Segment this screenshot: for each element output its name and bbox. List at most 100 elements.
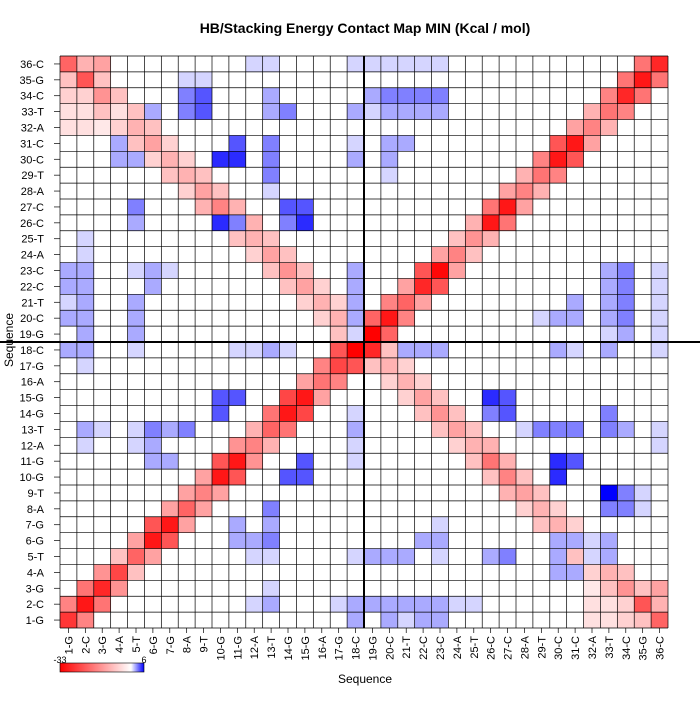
heatmap-cell (364, 87, 381, 104)
y-tick-label: 26-C (20, 218, 44, 230)
colorbar-max-label: 6 (141, 655, 146, 665)
heatmap-cell (499, 183, 516, 199)
heatmap-cell (76, 294, 94, 311)
heatmap-cell (549, 167, 567, 184)
heatmap-cell (262, 87, 280, 104)
heatmap-cell (76, 342, 94, 358)
heatmap-cell (380, 87, 398, 104)
heatmap-cell (397, 103, 415, 120)
x-tick-label: 4-A (114, 635, 126, 653)
heatmap-cell (583, 564, 601, 581)
heatmap-cell (262, 135, 280, 152)
heatmap-cell (414, 56, 432, 72)
heatmap-cell (110, 564, 128, 581)
heatmap-cell (431, 596, 449, 613)
x-tick-label: 25-T (469, 636, 481, 659)
heatmap-cell (178, 103, 196, 120)
heatmap-cell (397, 278, 415, 295)
heatmap-cell (651, 612, 668, 628)
heatmap-cell (600, 421, 618, 438)
heatmap-cell (549, 564, 567, 581)
heatmap-cell (600, 564, 618, 581)
heatmap-cell (93, 56, 111, 72)
heatmap-cell (195, 485, 212, 501)
heatmap-cell (60, 278, 77, 295)
heatmap-cell (262, 342, 280, 358)
heatmap-cell (330, 326, 348, 342)
heatmap-cell (144, 548, 162, 565)
heatmap-cell (583, 119, 601, 136)
heatmap-cell (76, 56, 94, 72)
heatmap-cell (600, 310, 618, 327)
x-tick-label: 2-C (80, 636, 92, 654)
heatmap-cell (651, 262, 668, 279)
heatmap-cell (380, 103, 398, 120)
heatmap-cell (76, 596, 94, 613)
heatmap-cell (532, 421, 550, 438)
heatmap-cell (600, 405, 618, 422)
heatmap-cell (279, 342, 297, 358)
heatmap-cell (397, 612, 415, 628)
heatmap-cell (228, 214, 246, 231)
y-tick-label: 20-C (20, 313, 44, 325)
heatmap-cell (313, 389, 331, 406)
heatmap-cell (482, 437, 500, 454)
x-tick-label: 9-T (199, 636, 211, 653)
heatmap-cell (262, 516, 280, 533)
y-tick-label: 14-G (20, 409, 44, 421)
heatmap-cell (617, 485, 635, 501)
heatmap-cell (380, 326, 398, 342)
heatmap-cell (499, 469, 516, 485)
heatmap-cell (296, 389, 314, 406)
heatmap-cell (195, 469, 212, 485)
heatmap-cell (364, 596, 381, 613)
heatmap-cell (600, 278, 618, 295)
heatmap-cell (76, 87, 94, 104)
y-tick-label: 17-G (20, 361, 44, 373)
y-tick-label: 31-C (20, 138, 44, 150)
heatmap-cell (76, 246, 94, 263)
heatmap-cell (634, 87, 652, 104)
y-tick-label: 16-A (21, 377, 45, 389)
heatmap-cell (262, 421, 280, 438)
heatmap-cell (347, 596, 364, 613)
heatmap-cell (296, 469, 314, 485)
heatmap-cell (651, 580, 668, 597)
heatmap-cell (76, 421, 94, 438)
heatmap-cell (296, 373, 314, 390)
y-tick-label: 13-T (21, 424, 44, 436)
heatmap-cell (93, 87, 111, 104)
heatmap-cell (178, 167, 196, 184)
heatmap-cell (212, 199, 229, 215)
heatmap-cell (144, 278, 162, 295)
heatmap-cell (178, 516, 196, 533)
heatmap-cell (414, 294, 432, 311)
heatmap-cell (448, 262, 466, 279)
heatmap-cell (262, 103, 280, 120)
heatmap-cell (144, 516, 162, 533)
heatmap-cell (212, 183, 229, 199)
heatmap-cell (262, 262, 280, 279)
heatmap-cell (245, 56, 263, 72)
x-tick-label: 28-A (519, 635, 531, 659)
heatmap-cell (600, 485, 618, 501)
heatmap-cell (347, 135, 364, 152)
heatmap-cell (195, 500, 212, 517)
heatmap-cell (76, 71, 94, 88)
y-tick-label: 22-C (20, 281, 44, 293)
heatmap-cell (347, 548, 364, 565)
heatmap-cell (414, 389, 432, 406)
heatmap-cell (397, 56, 415, 72)
heatmap-cell (245, 342, 263, 358)
heatmap-cell (195, 183, 212, 199)
heatmap-cell (195, 199, 212, 215)
heatmap-cell (431, 612, 449, 628)
heatmap-cell (347, 103, 364, 120)
heatmap-cell (549, 151, 567, 168)
heatmap-cell (380, 612, 398, 628)
heatmap-cell (431, 278, 449, 295)
heatmap-cell (178, 87, 196, 104)
heatmap-cell (414, 342, 432, 358)
x-tick-label: 12-A (249, 635, 261, 659)
heatmap-cell (279, 103, 297, 120)
